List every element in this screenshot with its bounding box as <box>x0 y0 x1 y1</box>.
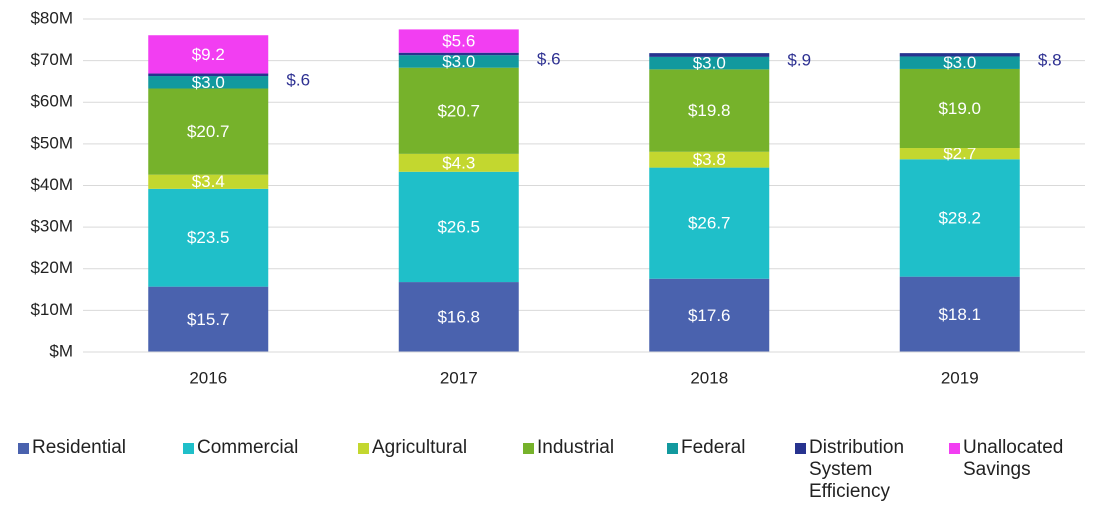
y-tick-label: $20M <box>30 258 73 277</box>
bar-segment <box>899 276 1020 352</box>
y-tick-label: $40M <box>30 175 73 194</box>
data-label: $3.4 <box>192 172 225 191</box>
data-label: $3.0 <box>192 73 225 92</box>
legend-label: Industrial <box>537 437 615 458</box>
data-label: $3.0 <box>442 52 475 71</box>
bar-segment <box>398 29 519 53</box>
bar-segment <box>398 67 519 154</box>
y-tick-label: $10M <box>30 300 73 319</box>
data-label: $9.2 <box>192 45 225 64</box>
bar-segment <box>148 286 269 352</box>
legend-item: Residential <box>18 437 178 459</box>
bar-segment <box>398 153 519 172</box>
y-tick-label: $M <box>49 341 73 360</box>
data-label: $26.5 <box>437 217 480 236</box>
bar-segment <box>148 188 269 287</box>
legend-swatch <box>358 443 369 454</box>
legend-swatch <box>18 443 29 454</box>
legend-swatch <box>667 443 678 454</box>
bar-segment <box>649 69 770 152</box>
chart: $M $10M $20M $30M $40M $50M $60M $70M $80M 2016 $1… <box>30 8 1085 387</box>
x-tick-label: 2016 <box>189 368 227 387</box>
legend-label: Unallocated Savings <box>963 437 1064 480</box>
legend-item: Unallocated Savings <box>949 437 1089 481</box>
legend-item: Distribution System Efficiency <box>795 437 925 503</box>
data-label: $26.7 <box>688 214 731 233</box>
y-tick-label: $60M <box>30 92 73 111</box>
data-label: $.9 <box>787 50 811 69</box>
legend-label: Residential <box>32 437 126 458</box>
bar-segment <box>148 76 269 89</box>
bar-segment <box>148 88 269 175</box>
bar-segment <box>649 56 770 70</box>
legend-swatch <box>949 443 960 454</box>
data-label: $20.7 <box>187 122 230 141</box>
data-label: $5.6 <box>442 32 475 51</box>
data-label: $2.7 <box>943 144 976 163</box>
data-label: $19.0 <box>938 99 981 118</box>
y-tick-label: $80M <box>30 8 73 27</box>
data-label: $.6 <box>286 70 310 89</box>
y-tick-label: $70M <box>30 50 73 69</box>
legend-swatch <box>795 443 806 454</box>
x-tick-label: 2019 <box>941 368 979 387</box>
bar-segment <box>398 282 519 352</box>
data-label: $16.8 <box>437 308 480 327</box>
bar-segment <box>899 53 1020 57</box>
bar-segment <box>398 171 519 283</box>
bar-segment <box>649 167 770 279</box>
x-tick-label: 2018 <box>690 368 728 387</box>
data-label: $3.8 <box>693 150 726 169</box>
data-label: $23.5 <box>187 228 230 247</box>
y-tick-label: $30M <box>30 217 73 236</box>
legend-item: Federal <box>667 437 787 459</box>
bar-segment <box>899 68 1020 149</box>
data-label: $3.0 <box>693 54 726 73</box>
bar-segment <box>649 53 770 57</box>
legend-label: Agricultural <box>372 437 468 458</box>
legend-swatch <box>183 443 194 454</box>
bar-segment <box>398 52 519 56</box>
data-label: $19.8 <box>688 101 731 120</box>
legend-item: Industrial <box>523 437 663 459</box>
bar-segment <box>649 278 770 352</box>
data-label: $20.7 <box>437 101 480 120</box>
bar-segment <box>398 55 519 68</box>
legend-label: Federal <box>681 437 746 458</box>
data-label: $3.0 <box>943 53 976 72</box>
bar-segment <box>649 151 770 168</box>
data-label: $18.1 <box>938 305 981 324</box>
bar-segment <box>899 148 1020 160</box>
legend-label: Distribution System Efficiency <box>809 437 905 502</box>
bar-segment <box>899 56 1020 69</box>
data-label: $4.3 <box>442 153 475 172</box>
bar-segment <box>899 159 1020 277</box>
data-label: $17.6 <box>688 306 731 325</box>
y-tick-label: $50M <box>30 133 73 152</box>
data-label: $.6 <box>537 49 561 68</box>
x-tick-label: 2017 <box>440 368 478 387</box>
legend-item: Agricultural <box>358 437 518 459</box>
bar-segment <box>148 73 269 77</box>
legend-item: Commercial <box>183 437 353 459</box>
bar-segment <box>148 35 269 74</box>
data-label: $28.2 <box>938 208 981 227</box>
legend-label: Commercial <box>197 437 299 458</box>
legend-swatch <box>523 443 534 454</box>
bar-segment <box>148 174 269 189</box>
data-label: $15.7 <box>187 310 230 329</box>
data-label: $.8 <box>1038 50 1062 69</box>
